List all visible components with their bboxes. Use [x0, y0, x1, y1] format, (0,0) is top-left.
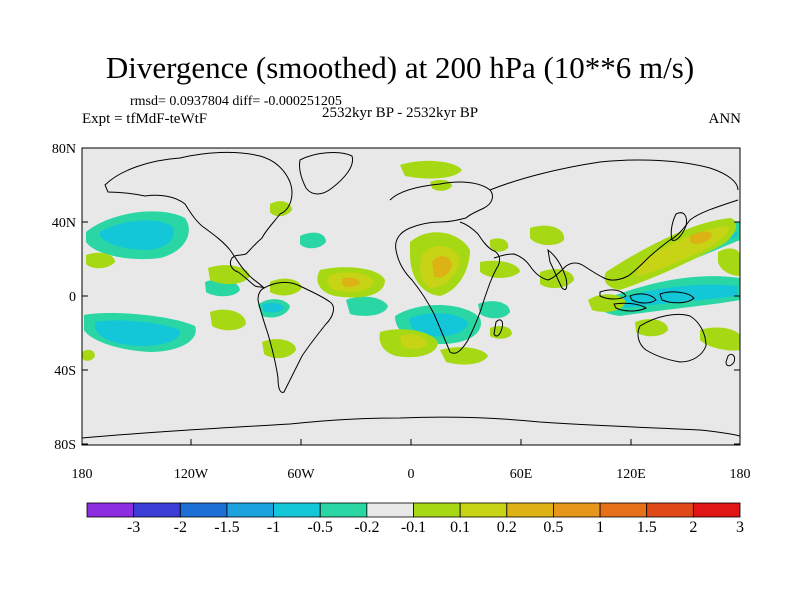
anomaly-fields	[82, 160, 740, 365]
latitude-labels: 80N 40N 0 40S 80S	[52, 142, 76, 453]
colorbar-label: 1	[596, 519, 604, 536]
colorbar-swatch	[366, 502, 414, 518]
colorbar-label: -0.1	[401, 519, 426, 536]
lat-label: 0	[69, 290, 76, 305]
colorbar-label: -1.5	[214, 519, 239, 536]
colorbar-swatch	[319, 502, 368, 518]
lon-label: 60E	[510, 467, 533, 482]
colorbar-label: 1.5	[637, 519, 657, 536]
lon-label: 0	[408, 467, 415, 482]
colorbar-swatch	[506, 502, 554, 518]
colorbar: -3 -2 -1.5 -1 -0.5 -0.2 -0.1 0.1 0.2 0.5 1 1.5 2 3	[86, 502, 744, 536]
colorbar-label: 0.2	[497, 519, 517, 536]
colorbar-swatch	[459, 502, 508, 518]
colorbar-swatch	[273, 502, 321, 518]
lon-label: 180	[72, 467, 93, 482]
colorbar-label: 3	[736, 519, 744, 536]
colorbar-label: 0.5	[543, 519, 563, 536]
colorbar-swatch	[646, 502, 694, 518]
colorbar-swatch	[179, 502, 228, 518]
colorbar-swatch	[553, 502, 601, 518]
lon-label: 60W	[287, 467, 315, 482]
coastlines	[82, 151, 740, 439]
colorbar-label: -0.2	[354, 519, 379, 536]
period-label: 2532kyr BP - 2532kyr BP	[321, 105, 479, 121]
colorbar-label: -1	[267, 519, 280, 536]
positive-anomaly-inner	[342, 231, 712, 288]
colorbar-swatch	[86, 502, 135, 518]
axis-ticks	[82, 147, 740, 445]
colorbar-label: -3	[127, 519, 140, 536]
colorbar-label: -0.5	[308, 519, 333, 536]
rmsd-diff-stats: rmsd= 0.0937804 diff= -0.000251205	[130, 94, 342, 109]
colorbar-label: 0.1	[450, 519, 470, 536]
colorbar-swatch	[413, 502, 461, 518]
colorbar-swatch	[226, 502, 274, 518]
colorbar-swatch	[133, 502, 181, 518]
colorbar-label: 2	[689, 519, 697, 536]
season-label: ANN	[708, 111, 742, 127]
lat-label: 80N	[52, 142, 76, 157]
colorbar-swatch	[692, 502, 741, 518]
longitude-labels: 180 120W 60W 0 60E 120E 180	[72, 467, 751, 482]
lon-label: 120E	[616, 467, 646, 482]
lat-label: 40N	[52, 216, 76, 231]
colorbar-label: -2	[174, 519, 187, 536]
lon-label: 180	[730, 467, 751, 482]
map-title: Divergence (smoothed) at 200 hPa (10**6 …	[105, 50, 695, 85]
colorbar-swatch	[599, 502, 648, 518]
lat-label: 80S	[54, 438, 76, 453]
lon-label: 120W	[174, 467, 209, 482]
experiment-label: Expt = tfMdF-teWtF	[82, 111, 208, 127]
lat-label: 40S	[54, 364, 76, 379]
